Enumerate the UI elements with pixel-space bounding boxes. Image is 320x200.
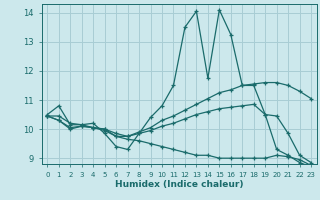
X-axis label: Humidex (Indice chaleur): Humidex (Indice chaleur) [115,180,244,189]
